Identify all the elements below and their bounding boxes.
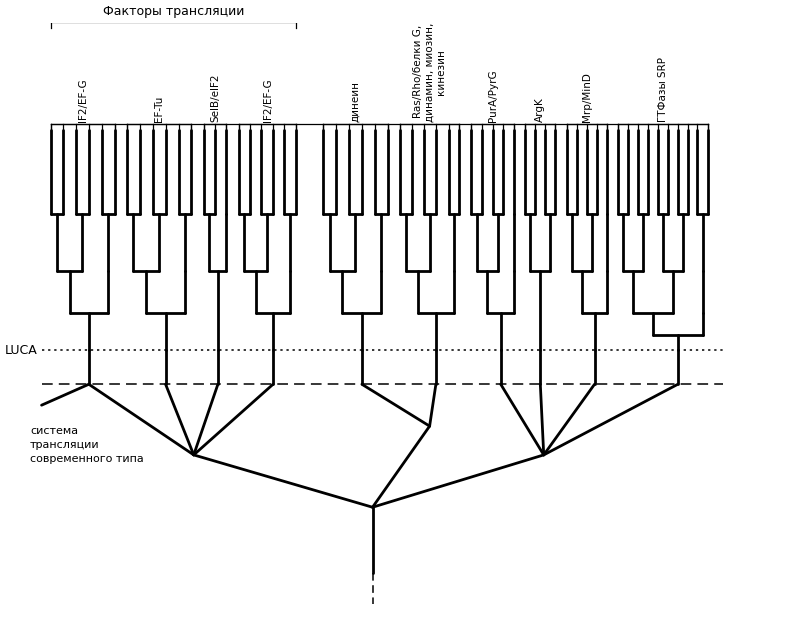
Text: EF-Tu: EF-Tu xyxy=(154,95,164,122)
Text: PurA/PyrG: PurA/PyrG xyxy=(487,69,498,122)
Text: Mrp/MinD: Mrp/MinD xyxy=(582,72,592,122)
Text: SelB/eIF2: SelB/eIF2 xyxy=(210,73,220,122)
Text: ГТФазы SRP: ГТФазы SRP xyxy=(658,56,668,122)
Text: IF2/EF-G: IF2/EF-G xyxy=(262,78,273,122)
Text: Факторы трансляции: Факторы трансляции xyxy=(103,5,244,18)
Text: динеин: динеин xyxy=(351,80,360,122)
Text: LUCA: LUCA xyxy=(5,344,38,357)
Text: система
трансляции
современного типа: система трансляции современного типа xyxy=(30,426,144,464)
Text: ArgK: ArgK xyxy=(536,97,545,122)
Text: IF2/EF-G: IF2/EF-G xyxy=(77,78,88,122)
Text: Ras/Rho/белки G,
динамин, миозин,
кинезин: Ras/Rho/белки G, динамин, миозин, кинези… xyxy=(412,22,446,122)
